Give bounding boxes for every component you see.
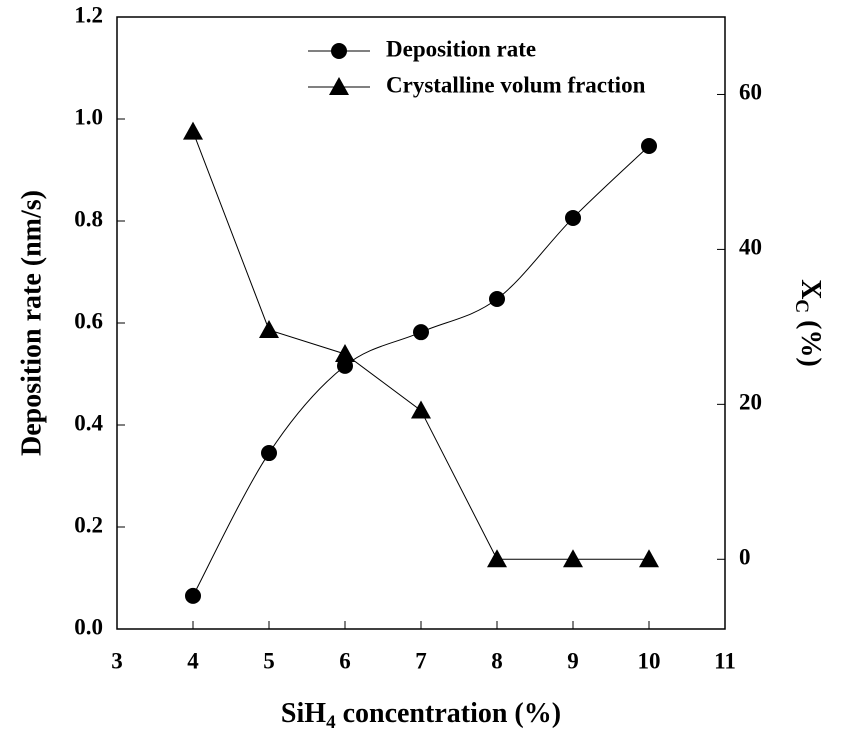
legend-marker [329,77,349,95]
marker [185,587,201,604]
x-axis-label: SiH4 concentration (%) [281,698,561,733]
marker [565,209,581,226]
y-tick-label: 1.2 [74,2,103,27]
marker [487,549,507,568]
marker [413,324,429,341]
x-tick-label: 4 [187,648,199,673]
y-tick-label: 0.2 [74,512,103,537]
series-line [192,131,649,560]
legend-marker [331,43,347,59]
y-tick-label: 1.0 [74,104,103,129]
x-tick-label: 6 [339,648,351,673]
x-tick-label: 7 [415,648,427,673]
series-line [192,145,650,597]
marker [489,291,505,308]
y2-axis-label: XC (%) [791,279,826,367]
marker [335,343,355,362]
y2-label-sub: C [791,299,812,313]
marker [641,138,657,155]
legend-label: Crystalline volum fraction [386,72,646,97]
x-tick-label: 11 [714,648,736,673]
x-label-part: SiH [281,698,326,729]
y2-label-part: (%) [795,313,826,367]
y-tick-label: 0.0 [74,614,103,639]
x-tick-label: 9 [567,648,579,673]
y2-tick-label: 60 [739,80,762,105]
y2-tick-label: 20 [739,390,762,415]
plot-frame [116,16,726,630]
y2-tick-label: 0 [739,545,751,570]
x-tick-label: 5 [263,648,275,673]
x-label-sub: 4 [326,712,336,733]
y-tick-label: 0.6 [74,308,103,333]
marker [639,549,659,568]
legend-label: Deposition rate [386,36,536,61]
marker [183,121,203,140]
marker [259,319,279,338]
x-tick-label: 10 [638,648,661,673]
marker [563,549,583,568]
y-tick-label: 0.8 [74,206,103,231]
y2-label-part: X [795,279,826,299]
x-tick-label: 3 [111,648,123,673]
x-tick-label: 8 [491,648,503,673]
y-tick-label: 0.4 [74,410,103,435]
y2-tick-label: 40 [739,235,762,260]
marker [261,445,277,462]
x-label-part: concentration (%) [336,698,562,729]
marker [411,400,431,419]
y-axis-label: Deposition rate (nm/s) [16,190,47,456]
